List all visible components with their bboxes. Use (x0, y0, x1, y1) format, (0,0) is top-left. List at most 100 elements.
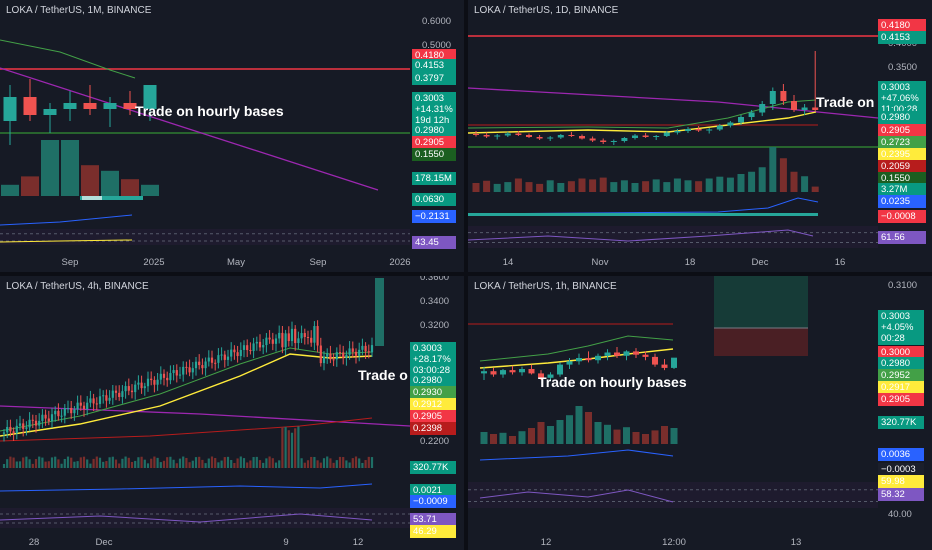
volume-bar (358, 458, 361, 468)
panel-1m[interactable]: 0.6000 0.5000 Trade on hourly bases Sep 2025… (0, 0, 464, 272)
price-label-bg (878, 310, 924, 345)
candle-body (124, 386, 127, 392)
panel-4h[interactable]: 0.3600 0.3400 0.3200 0.2200 Trade o 28 Dec 9 12 0… (0, 276, 464, 550)
volume-bar (143, 459, 146, 468)
indicator-bar (80, 196, 143, 200)
price-label: +47.06% (881, 93, 919, 104)
candle-body (150, 378, 153, 381)
price-label: 178.15M (415, 173, 452, 184)
price-label-bg (878, 136, 926, 149)
macd-line (0, 483, 373, 492)
volume-bar (73, 461, 76, 468)
price-label-bg (878, 357, 924, 370)
candle-body (233, 349, 236, 353)
volume-bar (262, 462, 265, 468)
price-label: 0.2980 (881, 358, 910, 369)
volume-bar (632, 432, 640, 444)
panel-title: LOKA / TetherUS, 1M, BINANCE (6, 5, 152, 16)
candle-body (265, 337, 268, 346)
candle-body (515, 133, 522, 135)
volume-bar (118, 463, 121, 468)
candle-body (557, 135, 564, 138)
price-label: 0.3003 (881, 82, 910, 93)
candle-body (595, 355, 601, 361)
volume-bar (525, 182, 533, 192)
candle-body (143, 85, 157, 109)
price-label: 0.2980 (413, 375, 442, 386)
candle-body (111, 390, 114, 398)
price-label-bg (878, 488, 924, 501)
candle-body (60, 415, 63, 417)
macd-line (479, 449, 674, 461)
volume-bar (265, 458, 268, 468)
volume-bar (61, 140, 79, 196)
candle-body (547, 374, 554, 378)
price-label-bg (412, 49, 456, 62)
x-tick-label: 2026 (389, 257, 410, 268)
price-label-bg (878, 148, 926, 161)
price-label: 0.2398 (413, 423, 442, 434)
volume-bar (81, 165, 99, 196)
y-tick-label: 0.3400 (420, 296, 449, 307)
volume-bar (182, 456, 185, 468)
volume-bar (319, 462, 322, 468)
price-label: 0.2723 (881, 137, 910, 148)
panel-title: LOKA / TetherUS, 1D, BINANCE (474, 5, 619, 16)
candle-body (769, 91, 776, 104)
price-label-bg (878, 19, 926, 32)
panel-1h[interactable]: 0.3100 40.00 Trade on hourly bases 12 12:00 1… (468, 276, 932, 550)
candle-body (70, 407, 73, 414)
candle-body (47, 418, 50, 422)
volume-bar (50, 457, 54, 468)
volume-bar (306, 460, 310, 468)
candle-body (358, 349, 361, 356)
price-label-bg (878, 160, 926, 173)
x-tick-label: Dec (96, 537, 113, 548)
volume-bar (769, 147, 777, 192)
candle-body (41, 414, 44, 421)
chart-annotation: Trade o (358, 367, 408, 383)
candle-body (473, 134, 479, 135)
volume-bar (233, 462, 236, 468)
price-label-bg (878, 231, 926, 244)
price-label-bg (878, 111, 926, 124)
volume-bar (127, 457, 130, 468)
price-label-bg (878, 416, 924, 429)
volume-bar (246, 462, 249, 468)
price-label-bg (878, 475, 924, 488)
candle-body (568, 135, 575, 136)
candle-body (290, 328, 294, 342)
candle-body (526, 135, 532, 137)
volume-bar (758, 167, 766, 192)
volume-bar (89, 463, 92, 468)
candle-body (727, 122, 734, 126)
candle-body (178, 374, 182, 376)
indicator-bar (82, 196, 102, 200)
rsi-line (468, 229, 814, 242)
rsi-line (479, 489, 674, 503)
volume-bar (166, 457, 169, 468)
volume-bar (594, 422, 602, 444)
candle-body (236, 352, 239, 357)
volume-bar (303, 462, 306, 468)
volume-bar (57, 459, 60, 468)
candle-body (204, 361, 207, 369)
volume-bar (294, 428, 297, 468)
candle-body (319, 345, 322, 364)
ema-line (468, 111, 817, 134)
price-label: 0.4153 (415, 60, 444, 71)
volume-bar (642, 434, 649, 444)
candle-body (780, 91, 787, 101)
candle-body (185, 366, 188, 368)
candle-body (188, 367, 191, 373)
volume-bar (159, 462, 162, 468)
price-label-bg (412, 148, 456, 161)
price-label: 0.2917 (881, 382, 910, 393)
horizontal-divider[interactable] (0, 272, 932, 276)
price-label-bg (410, 525, 456, 538)
volume-bar (537, 422, 545, 444)
volume-bar (585, 412, 592, 444)
volume-bar (255, 456, 258, 468)
candle-body (92, 398, 95, 404)
